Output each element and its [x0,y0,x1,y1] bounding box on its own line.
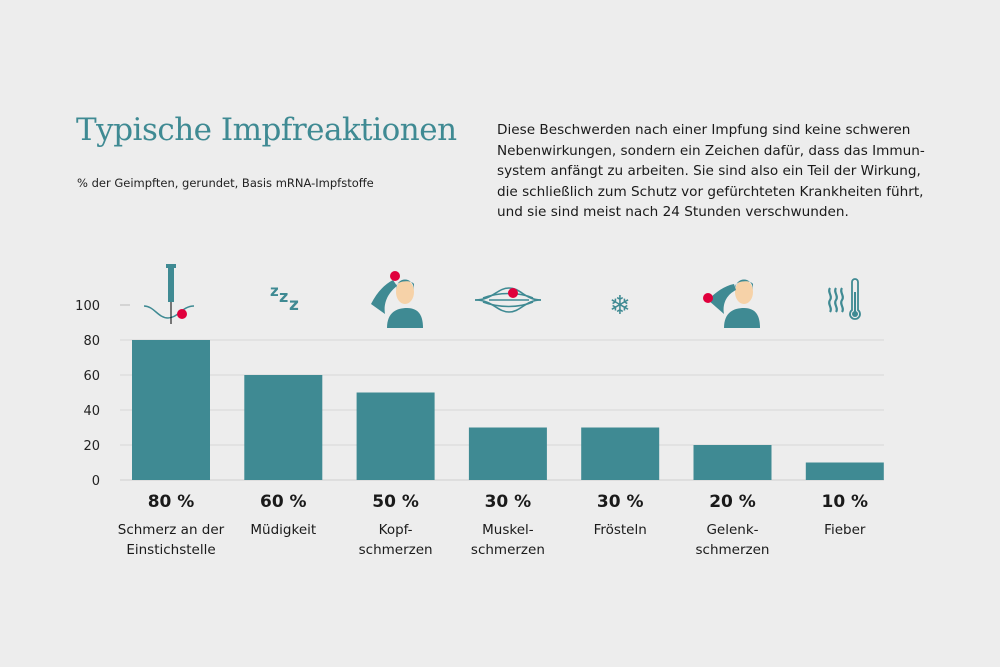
svg-text:z: z [289,295,299,315]
bar-3 [356,392,435,480]
thermometer-icon [827,278,861,320]
bar-7 [805,462,884,480]
category-label: Kopf- schmerzen [358,522,433,558]
value-label: 60 % [259,492,307,512]
bar-6 [693,445,772,480]
y-tick-label: 80 [83,334,100,349]
y-tick-label: 60 [83,369,100,384]
y-tick-label: 20 [83,439,100,454]
y-tick-label: 40 [83,404,100,419]
bar-4 [468,427,547,480]
muscle-icon [474,287,541,313]
intro-text: Diese Beschwerden nach einer Impfung sin… [497,122,925,220]
syringe-icon [143,264,195,324]
value-label: 80 % [147,492,195,512]
svg-text:❄: ❄ [609,291,631,321]
value-label: 10 % [821,492,869,512]
bar-1 [132,340,210,480]
chart-subtitle: % der Geimpften, gerundet, Basis mRNA-Im… [77,176,374,190]
bar-2 [244,375,323,480]
svg-text:z: z [270,282,279,300]
page-title: Typische Impfreaktionen [76,112,457,148]
category-label: Frösteln [593,522,647,538]
category-label: Fieber [824,522,866,538]
value-label: 30 % [596,492,644,512]
headache-icon [370,271,423,328]
bar-5 [581,427,660,480]
svg-text:z: z [279,287,288,306]
value-label: 30 % [484,492,532,512]
value-label: 50 % [372,492,419,512]
category-label: Müdigkeit [250,522,317,538]
category-label: Schmerz an der Einstichstelle [117,522,225,558]
category-label: Muskel- schmerzen [470,522,545,558]
y-tick-label: 100 [75,299,100,314]
value-label: 20 % [709,492,756,512]
joint-pain-icon [702,279,760,328]
snowflake-icon: ❄ [609,291,631,321]
y-tick-label: 0 [92,474,100,489]
category-label: Gelenk- schmerzen [695,522,770,558]
